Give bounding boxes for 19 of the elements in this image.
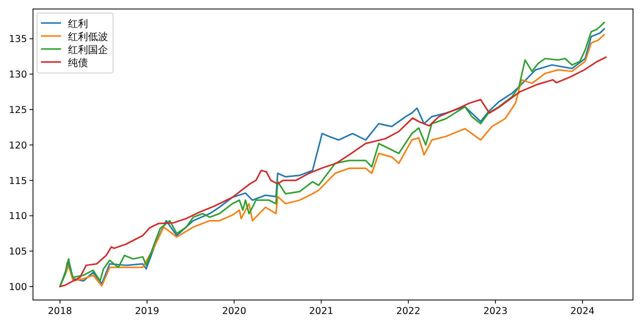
y-tick-label: 130: [8, 70, 27, 81]
x-tick-label: 2020: [222, 306, 246, 317]
y-tick-label: 135: [8, 34, 27, 46]
x-tick-label: 2023: [483, 306, 508, 317]
x-tick-label: 2018: [48, 306, 72, 317]
y-tick-label: 100: [8, 282, 27, 294]
legend-label: 红利低波: [68, 31, 108, 43]
legend-label: 纯债: [68, 57, 88, 69]
y-tick-label: 105: [8, 246, 27, 258]
legend-label: 红利国企: [68, 44, 108, 56]
x-tick-label: 2021: [309, 306, 334, 317]
x-tick-label: 2024: [570, 306, 595, 317]
legend-label: 红利: [68, 18, 88, 30]
y-tick-label: 110: [8, 211, 27, 222]
y-tick-label: 120: [8, 140, 27, 152]
y-tick-label: 115: [8, 176, 27, 187]
x-tick-label: 2019: [134, 306, 160, 317]
x-tick-label: 2022: [396, 306, 420, 317]
y-tick-label: 125: [8, 105, 27, 116]
